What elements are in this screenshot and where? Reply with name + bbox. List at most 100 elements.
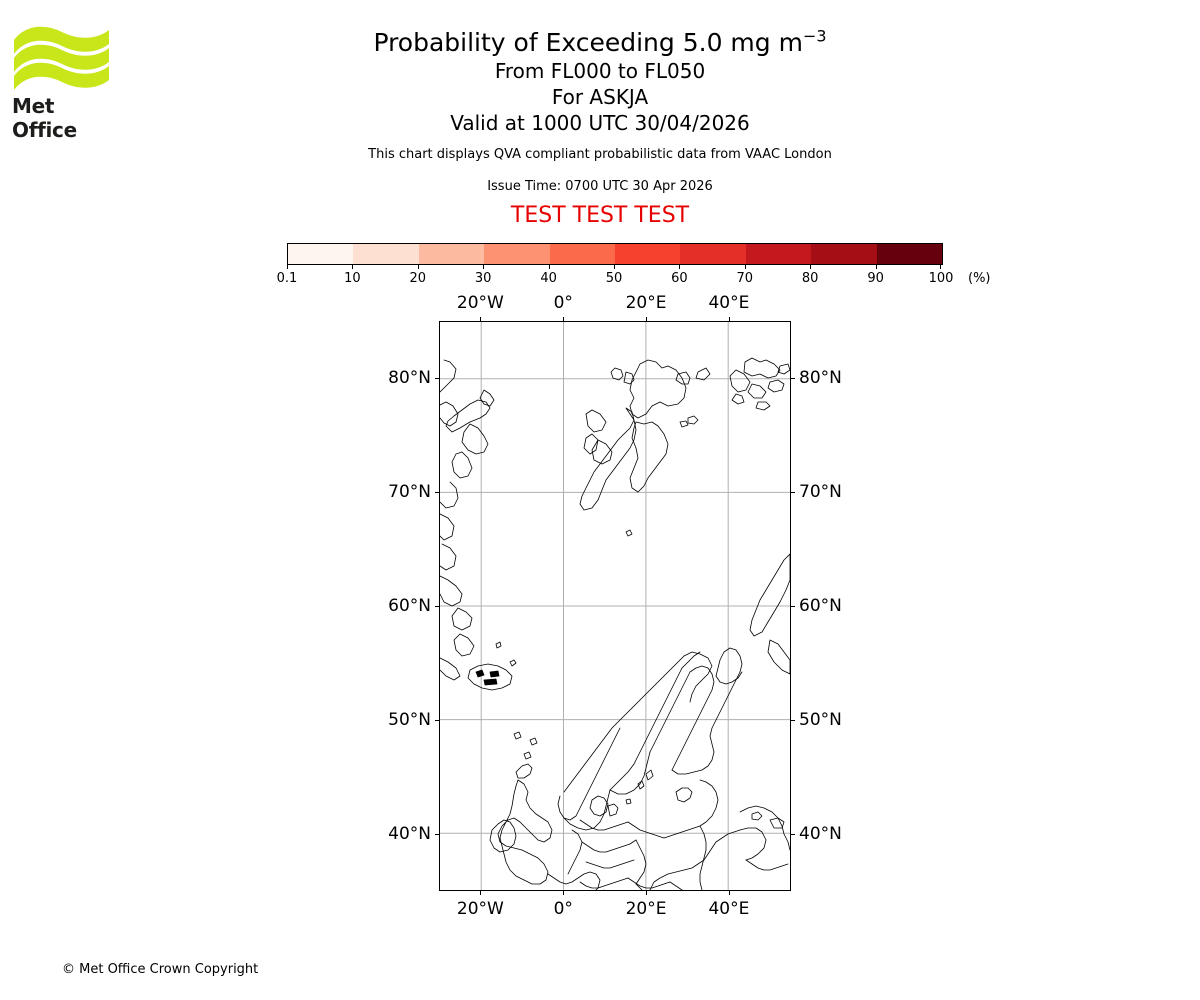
page-title: Probability of Exceeding 5.0 mg m−3: [0, 28, 1200, 58]
coastline-novaya-zemlya-s: [767, 639, 790, 675]
coastline-finland-bothnia-e: [671, 665, 715, 771]
coastline-greenland-e8: [440, 575, 463, 607]
coastline-norway-nordland: [683, 651, 713, 703]
coastline-poland-baltic: [627, 821, 665, 839]
coastline-sweden-south: [609, 751, 651, 795]
iceland-glacier-3: [483, 678, 498, 686]
coastline-gulf-of-finland-s: [699, 779, 719, 827]
colorbar-bands: [287, 243, 943, 265]
lon-label-bottom-0°: 0°: [553, 899, 573, 919]
border-norway-sweden: [609, 667, 683, 791]
colorbar-tickmark-30: [483, 265, 485, 269]
tick-lon-top-20°W: [480, 317, 482, 321]
valid-at-subtitle: Valid at 1000 UTC 30/04/2026: [450, 111, 750, 135]
tick-lat-left-50°N: [435, 720, 439, 721]
flight-level-subtitle: From FL000 to FL050: [494, 59, 706, 83]
tick-lat-right-60°N: [791, 606, 795, 607]
tick-lat-left-80°N: [435, 378, 439, 379]
colorbar-tickmarks: [287, 265, 941, 269]
map-panel[interactable]: [435, 317, 795, 895]
tick-lat-left-70°N: [435, 492, 439, 493]
coastline-kongkarl: [695, 367, 711, 381]
coastline-franz-josef-3: [747, 383, 767, 399]
coastline-kvitoya: [675, 371, 691, 385]
lon-label-top-20°E: 20°E: [625, 293, 667, 313]
coastline-greenland-e3: [451, 451, 473, 479]
coastline-norway-southwest: [557, 727, 621, 821]
tick-lat-right-80°N: [791, 378, 795, 379]
coastlines-and-borders: [440, 357, 790, 890]
coastline-germany-north: [579, 819, 629, 831]
colorbar-tick-40: 40: [540, 271, 557, 286]
coastline-orkney: [523, 751, 532, 760]
colorbar-tickmark-50: [614, 265, 615, 269]
lat-label-left-60°N: 60°N: [388, 596, 431, 616]
colorbar-tick-80: 80: [801, 271, 819, 286]
colorbar-tickmark-70: [744, 265, 746, 269]
border-norway-sweden-n: [681, 651, 701, 669]
lon-label-bottom-40°E: 40°E: [708, 899, 750, 919]
coastline-greenland-ne: [440, 359, 457, 393]
border-poland-east: [635, 839, 647, 885]
colorbar-band-30-40: [484, 244, 550, 264]
colorbar-tick-30: 30: [474, 271, 492, 286]
colorbar-band-50-60: [615, 244, 681, 264]
coastline-baltic-states: [663, 825, 701, 839]
colorbar-tick-0.1: 0.1: [276, 271, 298, 286]
map-frame[interactable]: [439, 321, 791, 891]
map-canvas[interactable]: [440, 322, 790, 890]
coastline-sweden-bothnia-w: [649, 671, 691, 753]
tick-lon-bottom-0°: [563, 891, 565, 895]
coastline-norway-skagerrak: [563, 789, 611, 831]
border-hungary-north: [627, 877, 671, 889]
tick-lon-top-0°: [563, 317, 565, 321]
colorbar-band-90-100: [876, 244, 943, 264]
coastline-greenland-e1: [440, 401, 459, 427]
coastline-franz-josef-7: [755, 401, 771, 411]
coastline-franz-josef-6: [731, 393, 745, 405]
tick-lat-left-60°N: [435, 606, 439, 607]
colorbar-tickmark-40: [548, 265, 550, 269]
coastline-finland-gulf: [671, 671, 741, 775]
coastline-greenland-e7: [440, 543, 457, 571]
coastline-svalbard-prins: [585, 409, 607, 433]
lon-label-bottom-20°E: 20°E: [625, 899, 667, 919]
coastline-svalbard-spitsbergen: [629, 359, 687, 419]
coastline-russia-north: [745, 859, 789, 871]
colorbar-tick-20: 20: [409, 271, 427, 286]
coastline-svalbard-n1: [610, 367, 624, 381]
graticule-grid: [440, 322, 790, 890]
volcano-subtitle: For ASKJA: [551, 85, 649, 109]
tick-lon-bottom-20°E: [646, 891, 648, 895]
lat-label-right-80°N: 80°N: [799, 368, 842, 388]
coastline-svalbard-edgeoya: [629, 421, 669, 493]
coastline-ireland: [489, 819, 517, 853]
coastline-novaya-zemlya-n: [749, 553, 790, 637]
coastline-white-sea: [739, 827, 767, 861]
border-germany-south1: [581, 839, 637, 853]
colorbar-tick-90: 90: [867, 271, 884, 286]
coastline-shetland: [529, 737, 538, 746]
coastline-faroes: [513, 731, 522, 740]
coastline-estonia-saaremaa: [675, 787, 693, 803]
coastline-gotland: [645, 769, 654, 781]
lon-label-top-40°E: 40°E: [708, 293, 750, 313]
colorbar-band-60-70: [680, 244, 746, 264]
iceland-glacier-1: [475, 669, 485, 678]
iceland-glacier-2: [489, 670, 500, 678]
coastline-oland: [637, 780, 645, 790]
border-russia-baltics: [699, 825, 707, 890]
coastline-island-small1: [679, 420, 689, 428]
tick-lat-left-40°N: [435, 834, 439, 835]
colorbar-tickmark-20: [417, 265, 419, 269]
lat-label-left-70°N: 70°N: [388, 482, 431, 502]
colorbar-band-40-50: [549, 244, 616, 264]
coastline-great-britain: [497, 779, 553, 885]
probability-colorbar: 0.1 10 20 30 40 50 60 70 80 90 100: [277, 243, 953, 291]
lon-label-bottom-20°W: 20°W: [456, 899, 504, 919]
tick-lat-right-70°N: [791, 492, 795, 493]
border-balkans-e: [635, 883, 643, 890]
coastline-iceland: [467, 663, 513, 691]
met-office-wordmark: Met Office: [12, 94, 77, 142]
main-title-text: Probability of Exceeding 5.0 mg m: [373, 28, 803, 57]
